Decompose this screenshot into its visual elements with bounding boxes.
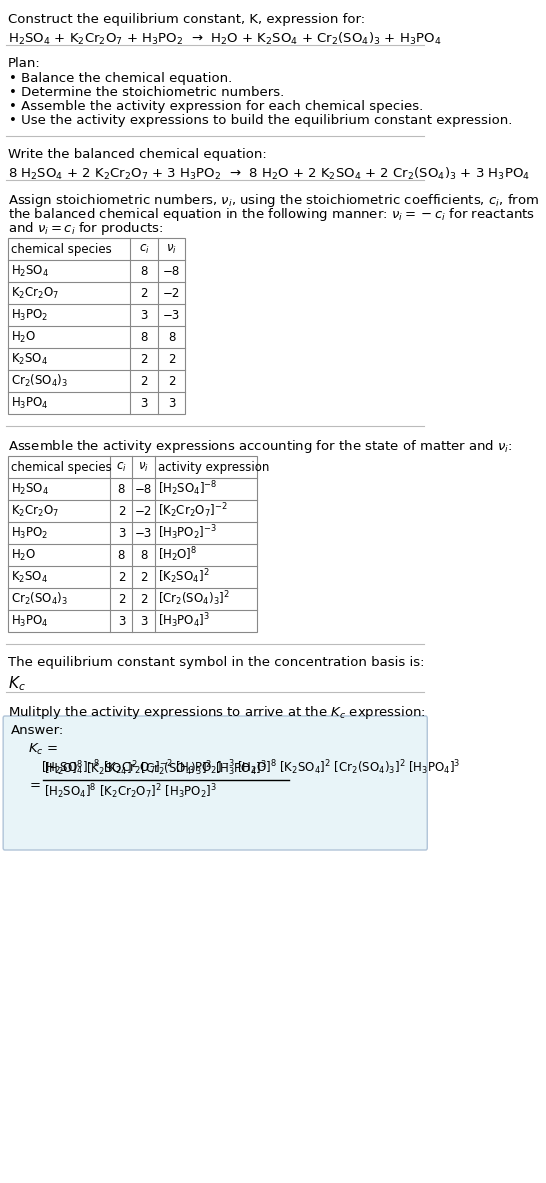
Text: activity expression: activity expression [158, 460, 269, 473]
Text: and $\nu_i = c_i$ for products:: and $\nu_i = c_i$ for products: [8, 220, 163, 237]
Text: H$_3$PO$_2$: H$_3$PO$_2$ [11, 525, 49, 541]
Text: H$_3$PO$_4$: H$_3$PO$_4$ [11, 395, 49, 411]
Text: −2: −2 [135, 504, 152, 517]
Text: H$_2$O: H$_2$O [11, 548, 36, 563]
Text: [K$_2$Cr$_2$O$_7$]$^{-2}$: [K$_2$Cr$_2$O$_7$]$^{-2}$ [158, 502, 227, 521]
Text: 3: 3 [140, 309, 147, 322]
Text: • Assemble the activity expression for each chemical species.: • Assemble the activity expression for e… [9, 101, 424, 114]
Text: • Use the activity expressions to build the equilibrium constant expression.: • Use the activity expressions to build … [9, 114, 513, 127]
Text: Mulitply the activity expressions to arrive at the $K_c$ expression:: Mulitply the activity expressions to arr… [8, 704, 426, 720]
Text: [Cr$_2$(SO$_4$)$_3$]$^2$: [Cr$_2$(SO$_4$)$_3$]$^2$ [158, 589, 229, 608]
Bar [8, 238, 185, 414]
Text: Assemble the activity expressions accounting for the state of matter and $\nu_i$: Assemble the activity expressions accoun… [8, 438, 513, 455]
Text: $c_i$: $c_i$ [139, 243, 149, 256]
Text: 8 H$_2$SO$_4$ + 2 K$_2$Cr$_2$O$_7$ + 3 H$_3$PO$_2$  →  8 H$_2$O + 2 K$_2$SO$_4$ : 8 H$_2$SO$_4$ + 2 K$_2$Cr$_2$O$_7$ + 3 H… [8, 166, 530, 182]
Text: =: = [30, 780, 41, 793]
Text: 2: 2 [117, 504, 125, 517]
Text: [H$_2$SO$_4$]$^{-8}$ [K$_2$Cr$_2$O$_7$]$^{-2}$ [H$_3$PO$_2$]$^{-3}$ [H$_2$O]$^8$: [H$_2$SO$_4$]$^{-8}$ [K$_2$Cr$_2$O$_7$]$… [41, 758, 460, 777]
Text: [H$_3$PO$_2$]$^{-3}$: [H$_3$PO$_2$]$^{-3}$ [158, 524, 217, 542]
Text: $K_c$ =: $K_c$ = [28, 742, 58, 757]
Text: H$_3$PO$_2$: H$_3$PO$_2$ [11, 308, 49, 323]
Text: Answer:: Answer: [11, 724, 64, 737]
Text: 3: 3 [140, 614, 147, 627]
Text: 2: 2 [140, 593, 147, 606]
Text: 2: 2 [168, 353, 175, 366]
Text: −3: −3 [135, 526, 152, 539]
Text: • Balance the chemical equation.: • Balance the chemical equation. [9, 72, 233, 85]
Text: $K_c$: $K_c$ [8, 674, 26, 693]
Text: 8: 8 [140, 549, 147, 562]
Text: [H$_2$SO$_4$]$^{-8}$: [H$_2$SO$_4$]$^{-8}$ [158, 479, 217, 498]
Text: The equilibrium constant symbol in the concentration basis is:: The equilibrium constant symbol in the c… [8, 657, 424, 670]
Text: H$_2$SO$_4$: H$_2$SO$_4$ [11, 481, 49, 497]
Text: [H$_2$O]$^8$: [H$_2$O]$^8$ [158, 545, 197, 564]
Text: 3: 3 [140, 396, 147, 409]
Text: Write the balanced chemical equation:: Write the balanced chemical equation: [8, 148, 266, 161]
Text: Cr$_2$(SO$_4$)$_3$: Cr$_2$(SO$_4$)$_3$ [11, 373, 68, 389]
Text: K$_2$Cr$_2$O$_7$: K$_2$Cr$_2$O$_7$ [11, 504, 59, 518]
Text: 8: 8 [140, 265, 147, 278]
Text: 3: 3 [168, 396, 175, 409]
Text: [K$_2$SO$_4$]$^2$: [K$_2$SO$_4$]$^2$ [158, 568, 209, 587]
Text: 2: 2 [168, 375, 175, 388]
Text: $\nu_i$: $\nu_i$ [138, 460, 149, 473]
Text: −2: −2 [163, 286, 180, 299]
FancyBboxPatch shape [3, 716, 428, 851]
Text: 8: 8 [118, 483, 125, 496]
Text: 2: 2 [117, 570, 125, 583]
Text: Plan:: Plan: [8, 57, 40, 70]
Bar [8, 455, 257, 632]
Text: −3: −3 [163, 309, 180, 322]
Text: chemical species: chemical species [11, 243, 112, 256]
Text: Construct the equilibrium constant, K, expression for:: Construct the equilibrium constant, K, e… [8, 13, 365, 26]
Text: chemical species: chemical species [11, 460, 112, 473]
Text: −8: −8 [163, 265, 180, 278]
Text: 2: 2 [140, 375, 147, 388]
Text: 3: 3 [118, 526, 125, 539]
Text: [H$_3$PO$_4$]$^3$: [H$_3$PO$_4$]$^3$ [158, 612, 210, 631]
Text: 3: 3 [118, 614, 125, 627]
Text: 2: 2 [117, 593, 125, 606]
Text: Assign stoichiometric numbers, $\nu_i$, using the stoichiometric coefficients, $: Assign stoichiometric numbers, $\nu_i$, … [8, 192, 539, 209]
Text: • Determine the stoichiometric numbers.: • Determine the stoichiometric numbers. [9, 86, 284, 99]
Text: K$_2$SO$_4$: K$_2$SO$_4$ [11, 351, 48, 367]
Text: K$_2$SO$_4$: K$_2$SO$_4$ [11, 569, 48, 584]
Text: 2: 2 [140, 570, 147, 583]
Text: H$_3$PO$_4$: H$_3$PO$_4$ [11, 614, 49, 628]
Text: [H$_2$O]$^8$ [K$_2$SO$_4$]$^2$ [Cr$_2$(SO$_4$)$_3$]$^2$ [H$_3$PO$_4$]$^3$: [H$_2$O]$^8$ [K$_2$SO$_4$]$^2$ [Cr$_2$(S… [44, 759, 267, 778]
Text: Cr$_2$(SO$_4$)$_3$: Cr$_2$(SO$_4$)$_3$ [11, 592, 68, 607]
Text: 8: 8 [118, 549, 125, 562]
Text: [H$_2$SO$_4$]$^8$ [K$_2$Cr$_2$O$_7$]$^2$ [H$_3$PO$_2$]$^3$: [H$_2$SO$_4$]$^8$ [K$_2$Cr$_2$O$_7$]$^2$… [44, 782, 217, 801]
Text: −8: −8 [135, 483, 152, 496]
Text: $\nu_i$: $\nu_i$ [166, 243, 177, 256]
Text: K$_2$Cr$_2$O$_7$: K$_2$Cr$_2$O$_7$ [11, 285, 59, 300]
Text: 8: 8 [168, 330, 175, 343]
Text: H$_2$SO$_4$ + K$_2$Cr$_2$O$_7$ + H$_3$PO$_2$  →  H$_2$O + K$_2$SO$_4$ + Cr$_2$(S: H$_2$SO$_4$ + K$_2$Cr$_2$O$_7$ + H$_3$PO… [8, 31, 441, 47]
Text: 2: 2 [140, 286, 147, 299]
Text: H$_2$O: H$_2$O [11, 329, 36, 344]
Text: the balanced chemical equation in the following manner: $\nu_i = -c_i$ for react: the balanced chemical equation in the fo… [8, 206, 535, 224]
Text: 8: 8 [140, 330, 147, 343]
Text: 2: 2 [140, 353, 147, 366]
Text: H$_2$SO$_4$: H$_2$SO$_4$ [11, 264, 49, 278]
Text: $c_i$: $c_i$ [116, 460, 127, 473]
